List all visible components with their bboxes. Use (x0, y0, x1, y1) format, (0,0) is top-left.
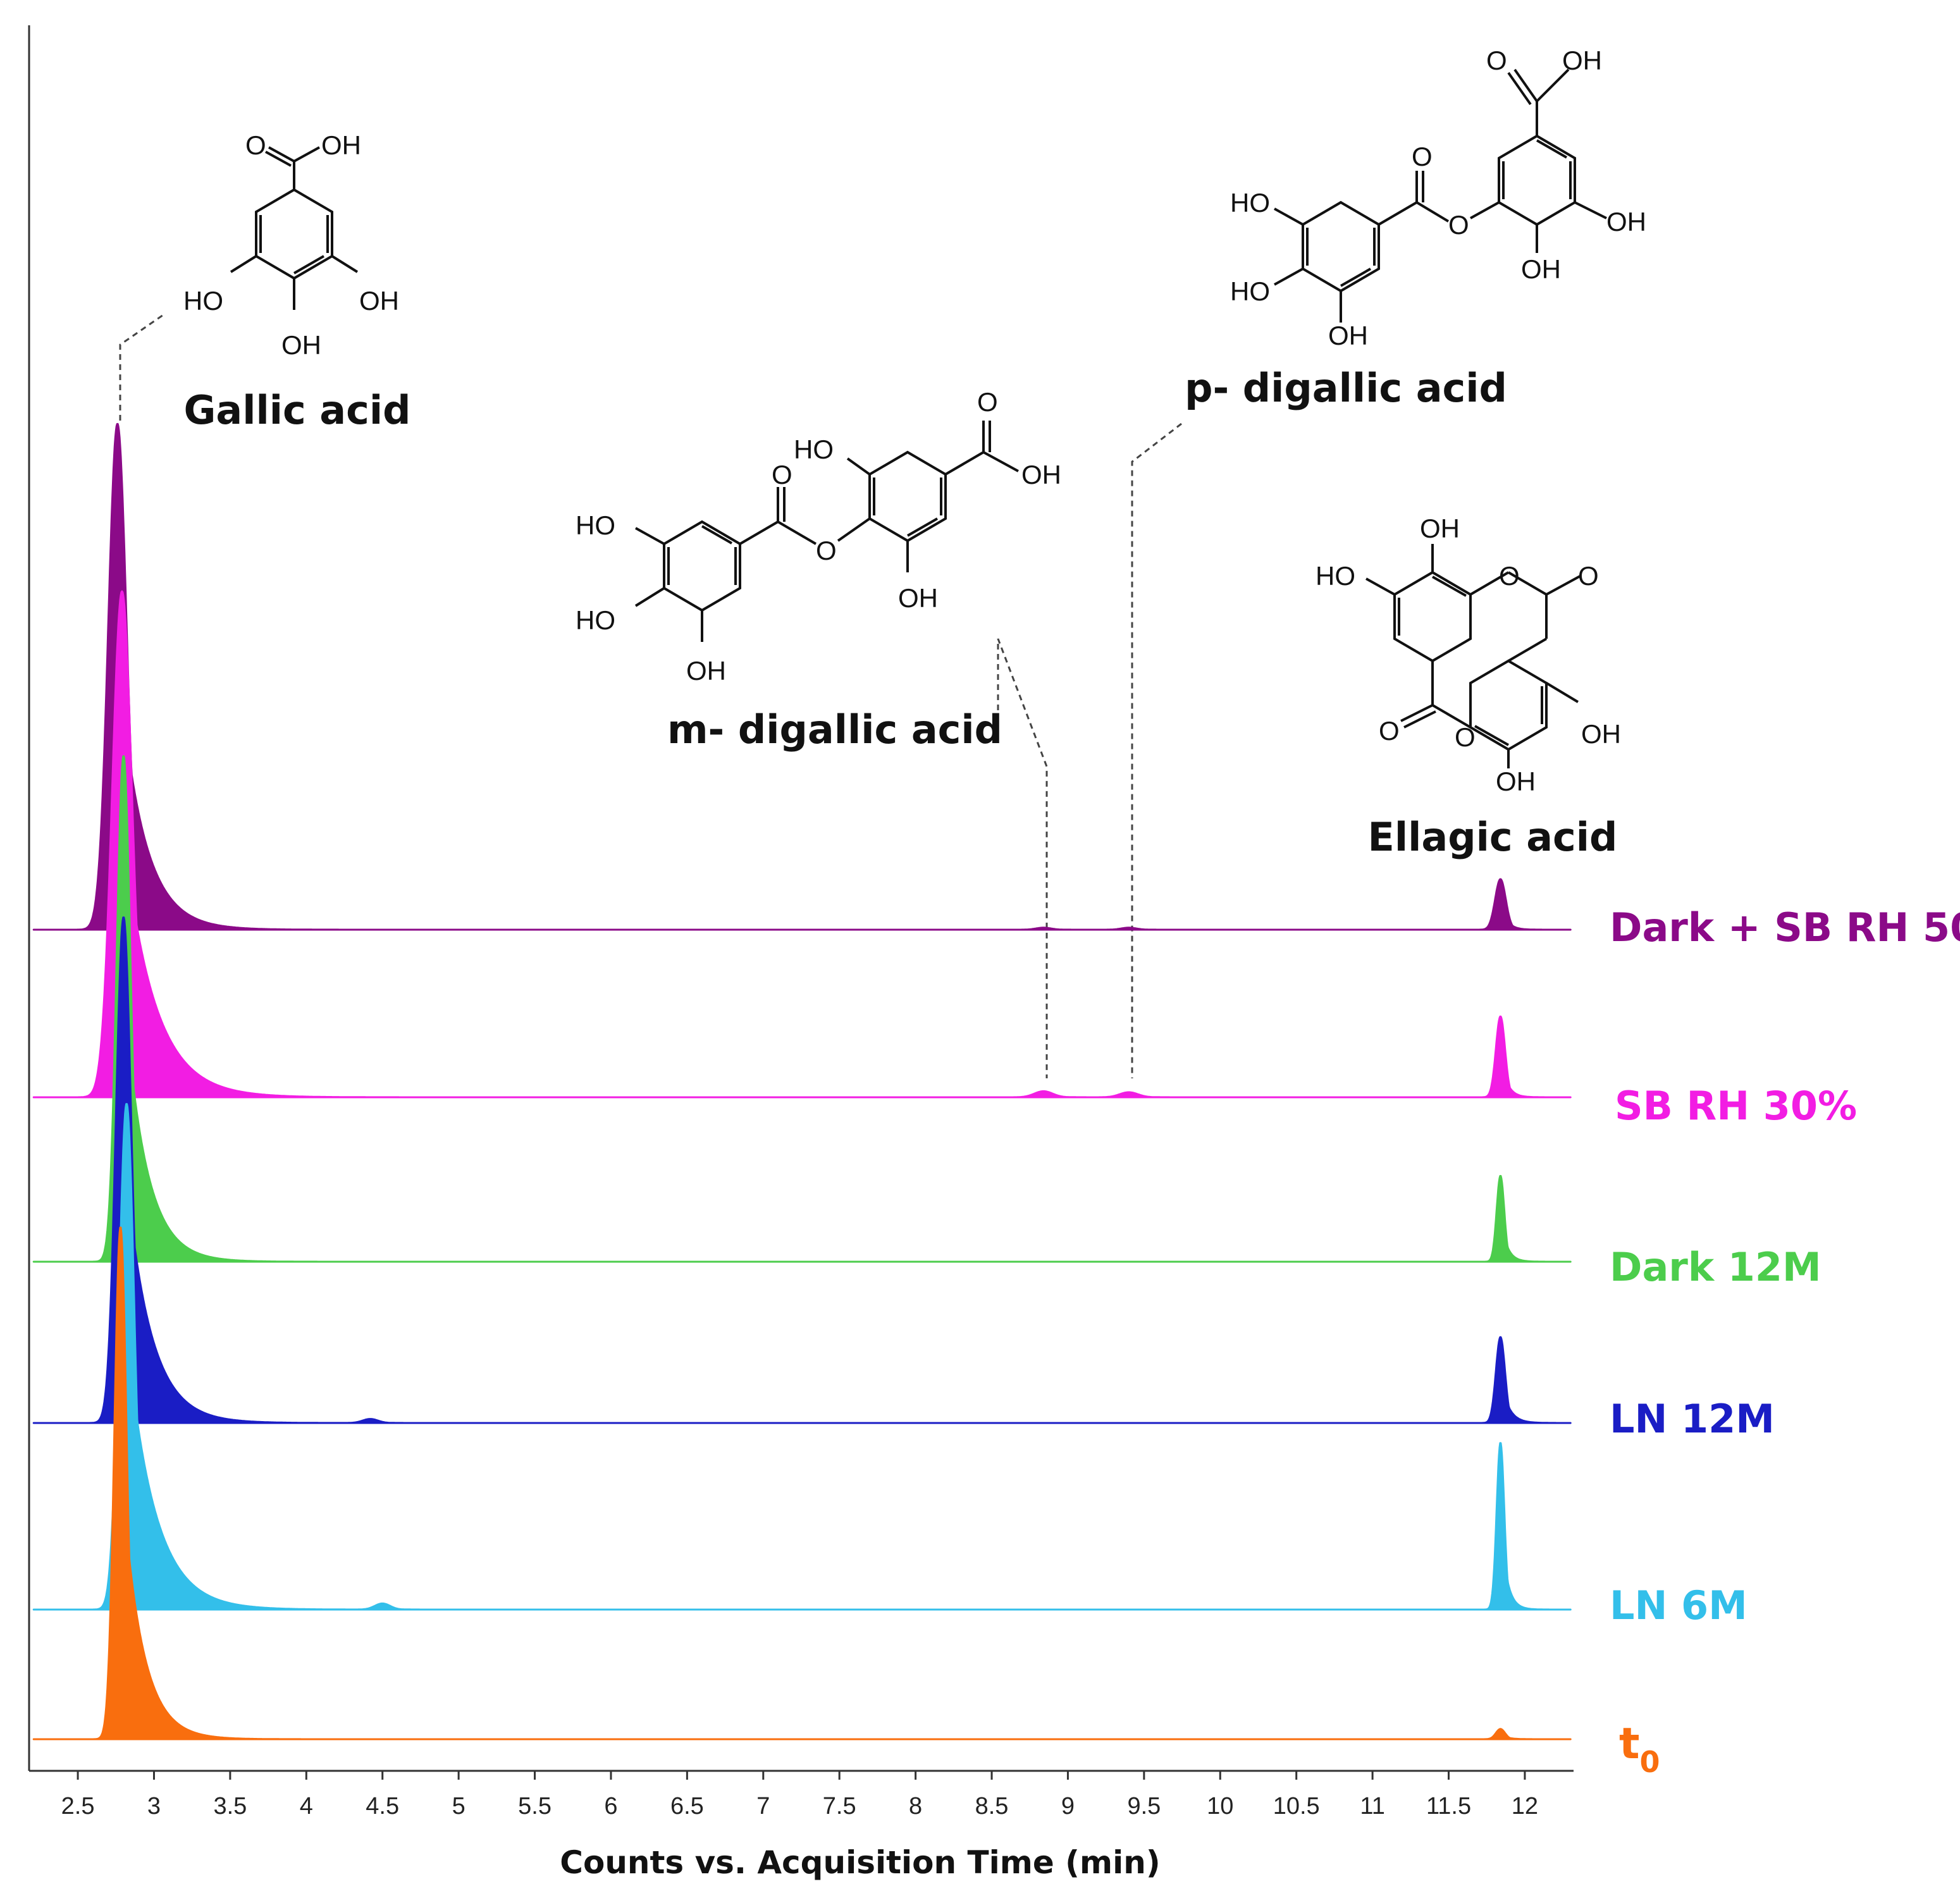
x-tick-label: 10.5 (1273, 1793, 1320, 1820)
x-tick-label: 6.5 (670, 1793, 704, 1820)
series-label-t0-main: t (1619, 1719, 1640, 1769)
trace-ln-6m (32, 1103, 1572, 1611)
x-tick-label: 4 (300, 1793, 313, 1820)
ellagic-atom-o-ring-top: O (1499, 561, 1520, 591)
m-digallic-atom-o-ester: O (816, 536, 837, 565)
m-digallic-atom-ho-3: HO (794, 434, 834, 464)
p-digallic-acid-structure (1274, 68, 1607, 323)
ellagic-atom-o-carbonyl-bottom: O (1379, 716, 1400, 746)
trace-dark-12m (32, 755, 1572, 1263)
p-digallic-atom-o-ester: O (1448, 210, 1469, 240)
trace-sb-rh-30 (32, 590, 1572, 1099)
x-tick-label: 4.5 (366, 1793, 399, 1820)
ellagic-atom-oh-bottom: OH (1496, 767, 1536, 796)
p-digallic-atom-oh-1: OH (1328, 321, 1368, 350)
trace-ln-12m (32, 916, 1572, 1424)
p-digallic-atom-o-carbonyl: O (1412, 142, 1433, 171)
m-digallic-atom-oh-acid: OH (1021, 460, 1061, 490)
p-digallic-atom-oh-acid: OH (1562, 46, 1602, 75)
gallic-atom-oh-top: OH (321, 130, 361, 160)
x-tick-label: 5.5 (518, 1793, 552, 1820)
x-tick-label: 2.5 (61, 1793, 95, 1820)
p-digallic-atom-ho-1: HO (1230, 188, 1270, 218)
x-tick-label: 9.5 (1127, 1793, 1161, 1820)
series-label-sb-rh30: SB RH 30% (1615, 1083, 1857, 1129)
gallic-atom-o: O (245, 130, 266, 160)
gallic-atom-oh-right: OH (359, 286, 399, 316)
m-digallic-atom-o-carbonyl: O (772, 460, 792, 490)
series-label-dark-12m: Dark 12M (1610, 1244, 1821, 1290)
m-digallic-atom-ho-1: HO (576, 510, 615, 540)
m-digallic-acid-structure (634, 421, 1019, 642)
x-tick-label: 5 (452, 1793, 465, 1820)
ellagic-acid-label: Ellagic acid (1368, 814, 1618, 860)
x-tick-label: 3.5 (213, 1793, 247, 1820)
series-label-t0: t0 (1619, 1719, 1660, 1779)
m-digallic-acid-label: m- digallic acid (667, 706, 1002, 753)
p-digallic-leader-line (1131, 422, 1182, 1078)
x-tick-label: 8 (909, 1793, 922, 1820)
trace-t0 (32, 1226, 1572, 1740)
x-tick-label: 9 (1061, 1793, 1075, 1820)
trace-dark-sb-rh-50 (32, 422, 1572, 931)
x-tick-label: 11.5 (1426, 1793, 1471, 1820)
x-tick-label: 12 (1512, 1793, 1538, 1820)
annotation-leaders (119, 314, 1182, 1078)
ellagic-atom-o-ring-bottom: O (1455, 722, 1476, 752)
m-digallic-atom-ho-2: HO (576, 605, 615, 635)
ellagic-acid-structure (1365, 544, 1582, 768)
series-label-ln-12m: LN 12M (1610, 1396, 1775, 1442)
x-tick-label: 7.5 (823, 1793, 856, 1820)
gallic-atom-oh-bottom: OH (281, 330, 321, 360)
p-digallic-acid-label: p- digallic acid (1185, 365, 1507, 411)
x-tick-label: 11 (1360, 1793, 1384, 1820)
x-axis-label: Counts vs. Acquisition Time (min) (560, 1844, 1160, 1881)
traces (32, 422, 1572, 1740)
series-label-ln-6m: LN 6M (1610, 1582, 1747, 1629)
m-digallic-atom-o-acid: O (977, 387, 998, 417)
x-ticks: 2.5 3 3.5 4 4.5 5 5.5 6 6.5 7 7.5 8 8.5 9 9.5 10 10.5 11 1… (61, 1771, 1538, 1820)
x-tick-label: 7 (756, 1793, 770, 1820)
gallic-atom-ho-left: HO (183, 286, 223, 316)
x-tick-label: 3 (147, 1793, 161, 1820)
x-tick-label: 6 (604, 1793, 617, 1820)
x-tick-label: 8.5 (975, 1793, 1009, 1820)
x-tick-label: 10 (1207, 1793, 1233, 1820)
m-digallic-atom-oh-1: OH (686, 656, 726, 686)
ellagic-atom-o-carbonyl-top: O (1578, 561, 1599, 591)
ellagic-atom-oh-right: OH (1581, 719, 1621, 749)
ellagic-atom-ho-left: HO (1316, 561, 1355, 591)
p-digallic-atom-oh-2: OH (1606, 207, 1646, 237)
series-label-dark-sb-rh50: Dark + SB RH 50% (1610, 904, 1960, 951)
p-digallic-atom-o-acid: O (1486, 46, 1507, 75)
p-digallic-atom-oh-3: OH (1521, 254, 1561, 284)
series-label-t0-sub: 0 (1640, 1745, 1660, 1779)
gallic-acid-label: Gallic acid (183, 387, 410, 433)
ellagic-atom-oh-top: OH (1420, 514, 1460, 543)
gallic-acid-structure (230, 146, 359, 310)
p-digallic-atom-ho-2: HO (1230, 276, 1270, 306)
m-digallic-atom-oh-2: OH (898, 583, 938, 613)
gallic-leader-line (119, 314, 164, 421)
m-digallic-leader-line (997, 638, 1048, 1078)
